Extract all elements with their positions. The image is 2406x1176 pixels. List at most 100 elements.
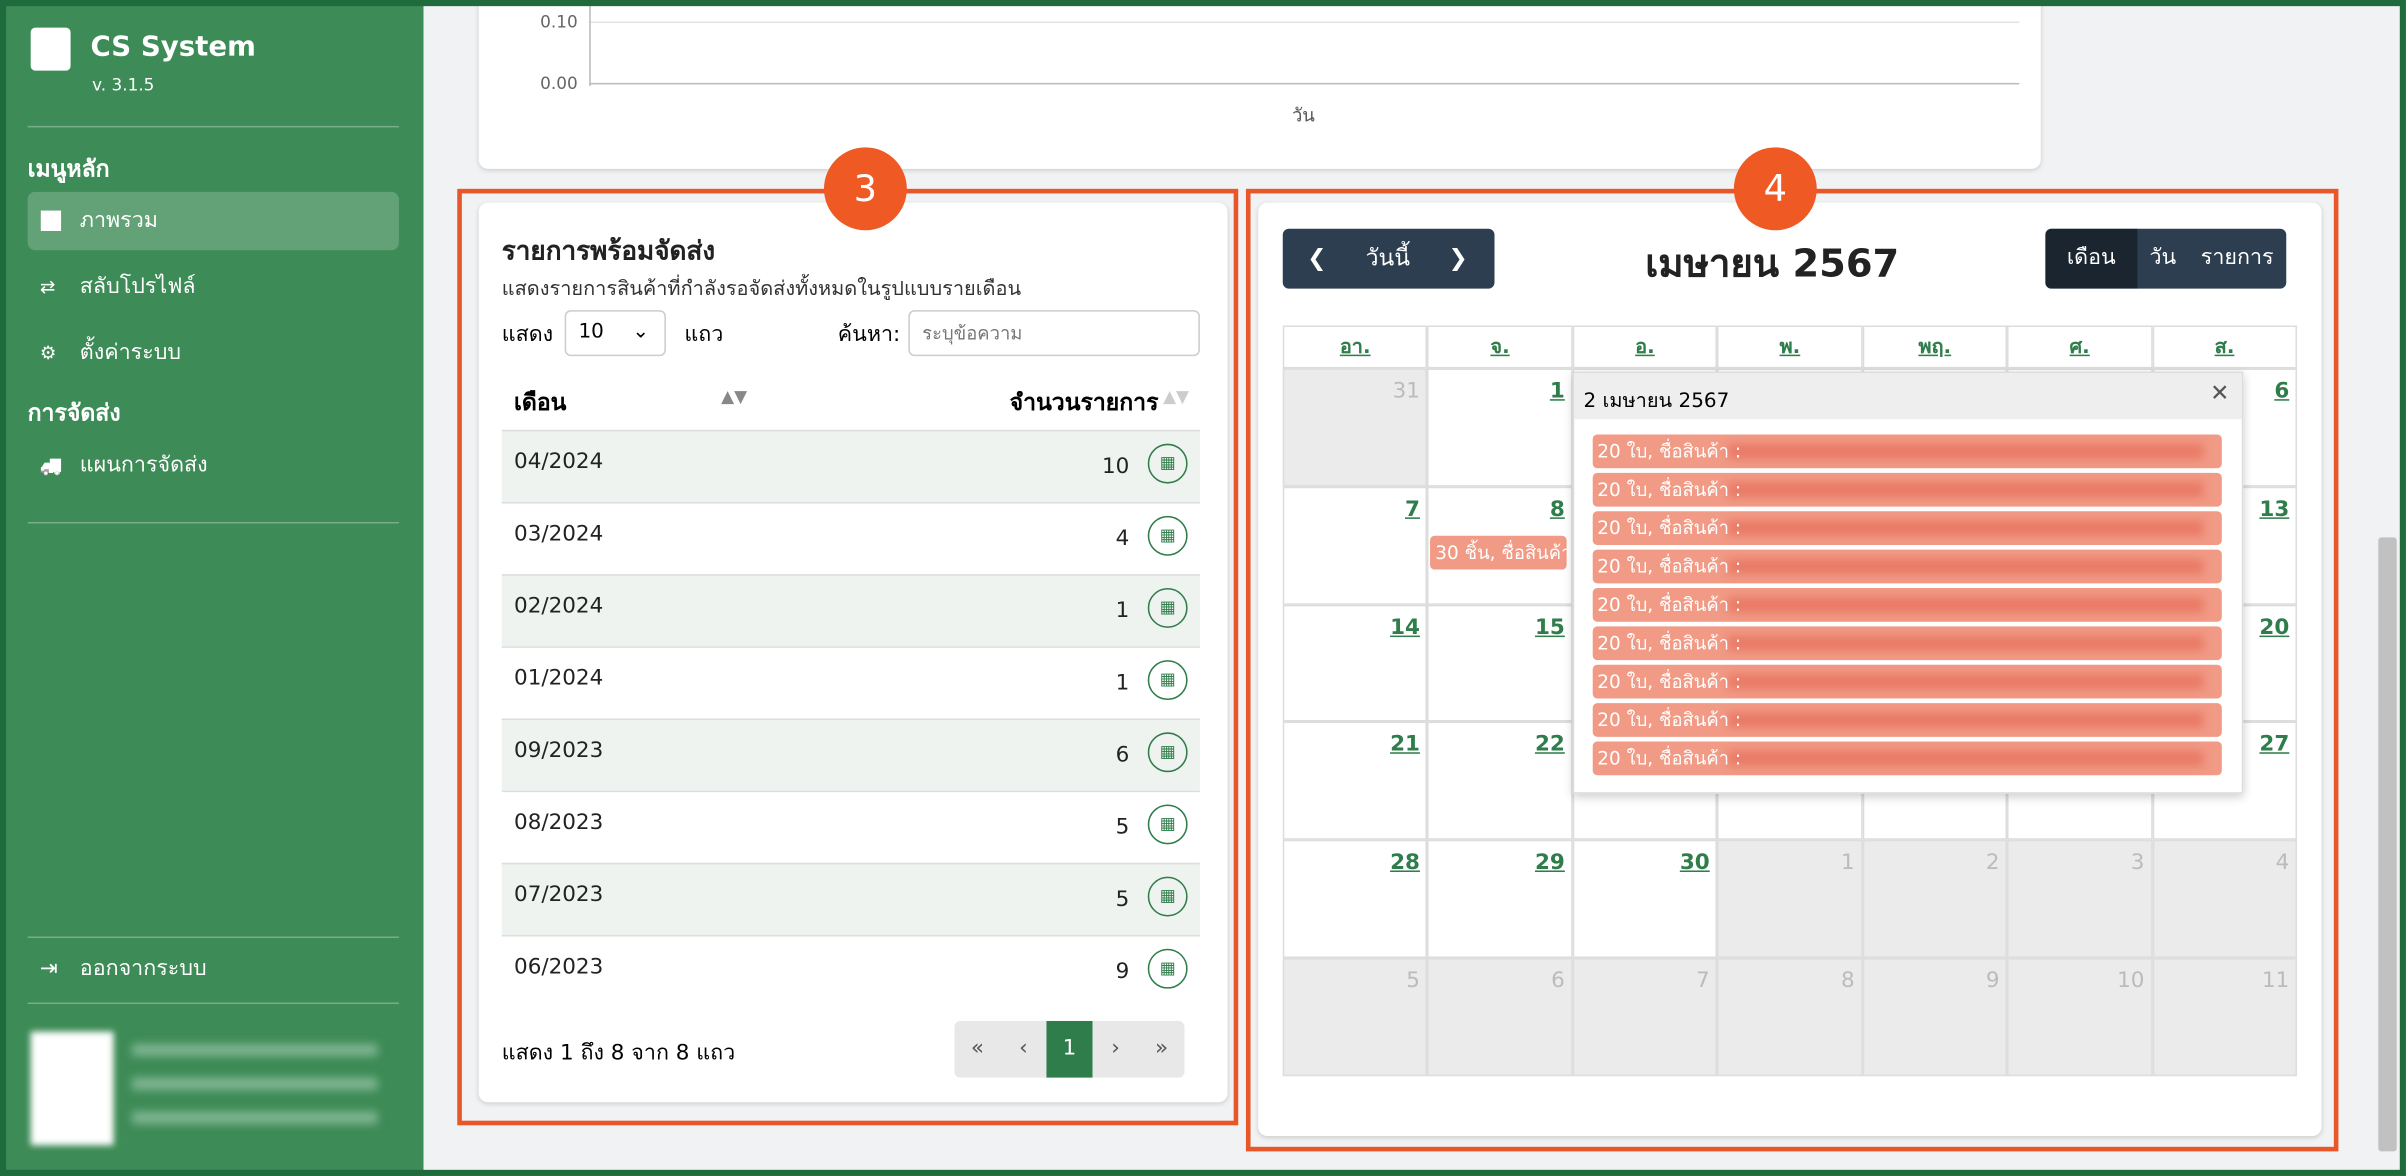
menu-label: ภาพรวม xyxy=(79,208,158,234)
day-cell[interactable]: 31 xyxy=(1282,368,1428,487)
event-label: 20 ใบ, ชื่อสินค้า : xyxy=(1597,709,1742,731)
calendar-button[interactable]: ▦ xyxy=(1147,660,1188,701)
view-button[interactable]: วัน xyxy=(2149,245,2177,271)
table-row: 04/2024 10 ▦ xyxy=(501,429,1200,504)
day-cell[interactable]: 4 xyxy=(2152,840,2297,958)
popover-event[interactable]: 20 ใบ, ชื่อสินค้า : xyxy=(1592,703,2222,737)
today-button[interactable]: วันนี้ xyxy=(1365,244,1411,272)
day-cell[interactable]: 22 xyxy=(1427,722,1573,841)
label: แสดง xyxy=(501,322,554,347)
calendar-button[interactable]: ▦ xyxy=(1147,443,1188,484)
day-cell[interactable]: 7 xyxy=(1282,486,1428,605)
day-cell[interactable]: 11 xyxy=(2152,957,2297,1076)
page-button[interactable]: 1 xyxy=(1046,1020,1093,1078)
month-cell: 02/2024 xyxy=(514,594,604,619)
popover-event[interactable]: 20 ใบ, ชื่อสินค้า : xyxy=(1592,741,2222,776)
day-cell[interactable]: 3 xyxy=(2007,840,2153,958)
day-cell[interactable]: 2 xyxy=(1862,840,2008,958)
prev-button[interactable]: ❮ xyxy=(1307,244,1327,272)
column-header[interactable]: เดือน xyxy=(514,388,567,417)
weekday: อ. xyxy=(1572,325,1718,369)
menu-icon: ⇄ xyxy=(39,276,56,298)
calendar-button[interactable]: ▦ xyxy=(1147,732,1188,773)
day-cell[interactable]: 1 xyxy=(1427,368,1573,487)
label: ค้นหา: xyxy=(837,322,901,347)
calendar-button[interactable]: ▦ xyxy=(1147,515,1188,556)
menu-icon: 🚚 xyxy=(39,454,63,476)
day-cell[interactable]: 29 xyxy=(1427,840,1573,958)
column-header[interactable]: จำนวนรายการ xyxy=(1009,388,1159,417)
day-cell[interactable]: 5 xyxy=(1282,957,1428,1076)
calendar-button[interactable]: ▦ xyxy=(1147,876,1188,917)
month-cell: 08/2023 xyxy=(514,810,604,836)
app-name: CS System xyxy=(90,30,256,63)
day-cell[interactable]: 10 xyxy=(2007,957,2153,1076)
day-cell[interactable]: 8 xyxy=(1717,957,1863,1076)
next-button[interactable]: ❯ xyxy=(1448,244,1468,272)
popover-event[interactable]: 20 ใบ, ชื่อสินค้า : xyxy=(1592,549,2222,584)
day-cell[interactable]: 1 xyxy=(1717,840,1863,958)
popover-event[interactable]: 20 ใบ, ชื่อสินค้า : xyxy=(1592,664,2222,699)
section-title: การจัดส่ง xyxy=(27,399,121,427)
count-cell: 9 xyxy=(1115,959,1130,985)
menu-item[interactable]: ⇄ สลับโปรไฟล์ xyxy=(28,258,399,316)
day-cell[interactable]: 6 xyxy=(1427,957,1573,1076)
menu-item[interactable]: 🚚 แผนการจัดส่ง xyxy=(28,436,399,494)
day-cell[interactable]: 14 xyxy=(1282,604,1428,723)
count-cell: 5 xyxy=(1115,887,1130,912)
calendar-button[interactable]: ▦ xyxy=(1147,804,1188,845)
table-row: 08/2023 5 ▦ xyxy=(501,790,1200,865)
axis-line xyxy=(589,82,2020,85)
popover-header xyxy=(1574,373,2242,420)
page-button[interactable]: » xyxy=(1138,1020,1185,1078)
day-cell[interactable]: 28 xyxy=(1282,840,1428,958)
popover-event[interactable]: 20 ใบ, ชื่อสินค้า : xyxy=(1592,626,2222,661)
weekday: พ. xyxy=(1717,325,1863,369)
table-row: 06/2023 9 ▦ xyxy=(501,934,1200,1009)
table-row: 02/2024 1 ▦ xyxy=(501,574,1200,648)
day-cell[interactable]: 21 xyxy=(1282,722,1428,841)
close-button[interactable]: ✕ xyxy=(2210,379,2230,407)
view-button[interactable]: เดือน xyxy=(2045,228,2138,289)
view-switch: เดือน วัน รายการ xyxy=(2045,228,2286,289)
page-button[interactable]: › xyxy=(1092,1020,1139,1078)
calendar-button[interactable]: ▦ xyxy=(1147,948,1188,989)
menu-icon: 📈 xyxy=(39,210,63,232)
redacted-text xyxy=(1727,520,2204,536)
weekday: จ. xyxy=(1427,325,1573,369)
badge: 4 xyxy=(1733,147,1817,231)
menu-label: แผนการจัดส่ง xyxy=(79,452,208,478)
calendar-button[interactable]: ▦ xyxy=(1147,587,1188,628)
popover-event[interactable]: 20 ใบ, ชื่อสินค้า : xyxy=(1592,472,2222,507)
popover-event[interactable]: 20 ใบ, ชื่อสินค้า : xyxy=(1592,587,2222,622)
calendar-event[interactable]: 30 ชิ้น, ชื่อสินค้า xyxy=(1430,535,1567,570)
page-size-select[interactable]: 10 ⌄ xyxy=(564,310,666,357)
popover-event[interactable]: 20 ใบ, ชื่อสินค้า : xyxy=(1592,511,2222,545)
user-info xyxy=(131,1043,378,1137)
y-tick-label: 0.10 xyxy=(540,12,578,33)
event-label: 20 ใบ, ชื่อสินค้า : xyxy=(1597,632,1742,654)
page-button[interactable]: ‹ xyxy=(1000,1020,1047,1078)
grid-line xyxy=(589,21,2020,24)
day-cell[interactable]: 7 xyxy=(1572,957,1718,1076)
day-cell[interactable]: 9 xyxy=(1862,957,2008,1076)
page-button[interactable]: « xyxy=(954,1020,1001,1078)
search-input[interactable]: ระบุข้อความ xyxy=(908,310,1200,357)
day-cell[interactable]: 30 xyxy=(1572,840,1718,958)
view-button[interactable]: รายการ xyxy=(2200,245,2274,271)
day-cell[interactable]: 15 xyxy=(1427,604,1573,723)
count-cell: 1 xyxy=(1115,670,1130,696)
day-cell[interactable]: 8 xyxy=(1427,486,1573,605)
avatar xyxy=(30,1031,114,1146)
redacted-text xyxy=(1727,673,2204,690)
calendar-title: เมษายน 2567 xyxy=(1645,241,1900,286)
popover-event[interactable]: 20 ใบ, ชื่อสินค้า : xyxy=(1592,434,2222,469)
month-cell: 07/2023 xyxy=(514,882,604,908)
table-row: 03/2024 4 ▦ xyxy=(501,502,1200,576)
divider xyxy=(27,936,399,939)
menu-item[interactable]: 📈 ภาพรวม xyxy=(27,191,399,251)
count-cell: 6 xyxy=(1115,743,1130,768)
event-label: 20 ใบ, ชื่อสินค้า : xyxy=(1597,594,1742,616)
menu-item[interactable]: ⚙ ตั้งค่าระบบ xyxy=(28,324,399,382)
logout[interactable]: ⇥ ออกจากระบบ xyxy=(39,956,207,981)
